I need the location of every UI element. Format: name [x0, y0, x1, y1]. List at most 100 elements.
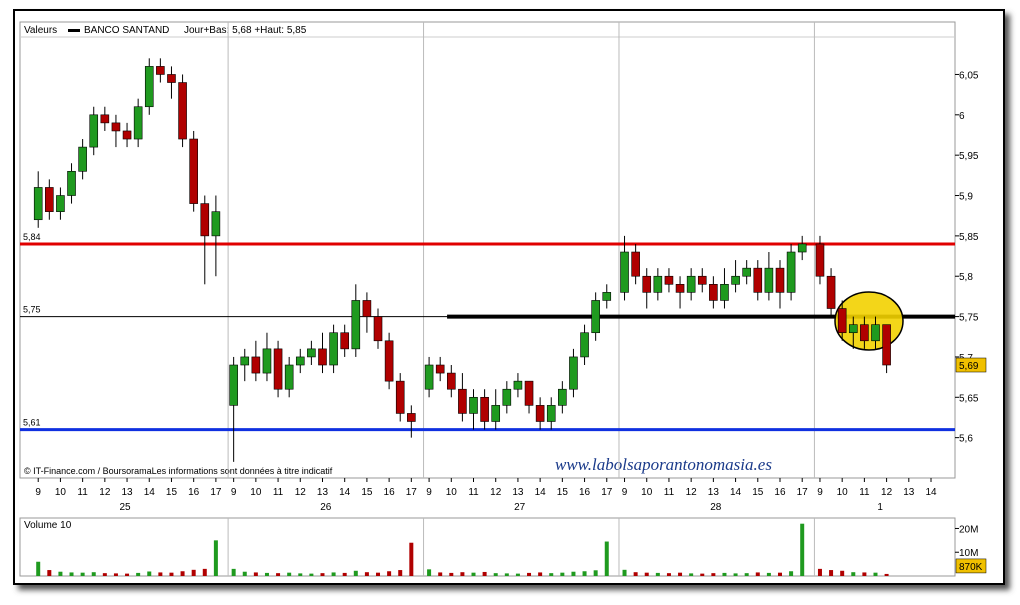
volume-bar — [633, 572, 638, 576]
volume-bar — [493, 573, 498, 576]
volume-bar — [427, 569, 432, 576]
candle-body — [535, 405, 545, 422]
candle-body — [395, 380, 405, 414]
last-volume-box — [955, 558, 987, 574]
candle-body — [524, 380, 534, 406]
volume-bar — [158, 572, 163, 576]
day-range: Jour+Bas: 5,68 +Haut: 5,85 — [184, 25, 307, 36]
series-name: BANCO SANTAND — [84, 25, 169, 36]
candle-body — [602, 292, 612, 301]
x-tick-label: 12 — [881, 487, 893, 498]
volume-bar — [169, 572, 174, 576]
x-tick-label: 10 — [250, 487, 262, 498]
volume-bar — [817, 568, 822, 576]
candle-body — [731, 275, 740, 285]
candle-body — [435, 364, 445, 374]
x-tick-label: 12 — [686, 487, 698, 498]
x-tick-label: 17 — [406, 487, 418, 498]
x-tick-label: 9 — [426, 487, 432, 498]
x-tick-label: 10 — [446, 487, 458, 498]
y-tick-label: 6,05 — [959, 70, 979, 81]
candle-body — [240, 356, 250, 366]
volume-bar — [409, 542, 414, 576]
legend-swatch — [68, 29, 80, 32]
volume-bar — [800, 523, 805, 576]
candle-body — [251, 356, 261, 374]
volume-bar — [722, 572, 727, 576]
volume-bar — [376, 572, 381, 576]
candle-body — [860, 324, 869, 342]
volume-bar — [202, 568, 207, 576]
volume-bar — [666, 573, 671, 576]
x-tick-label: 15 — [166, 487, 178, 498]
y-tick-label: 5,95 — [959, 151, 979, 162]
volume-bar — [482, 571, 487, 576]
candle-body — [133, 106, 143, 140]
candle-body — [558, 388, 567, 406]
last-price-box — [955, 357, 987, 373]
day-label: 26 — [320, 502, 332, 513]
x-tick-label: 12 — [99, 487, 111, 498]
candle-body — [373, 316, 383, 342]
candle-body — [167, 74, 176, 83]
candle-body — [229, 364, 238, 406]
volume-bar — [571, 571, 576, 576]
x-tick-label: 11 — [859, 487, 870, 498]
x-tick-label: 15 — [752, 487, 764, 498]
x-tick-label: 17 — [210, 487, 222, 498]
legend-label: Valeurs — [24, 25, 57, 36]
volume-bar — [102, 573, 107, 576]
candle-body — [753, 267, 763, 293]
level-label: 5,75 — [23, 305, 41, 315]
y-tick-label: 5,6 — [959, 434, 973, 445]
candle-body — [720, 284, 729, 301]
volume-bar — [213, 540, 218, 576]
candle-body — [837, 308, 847, 334]
x-tick-label: 11 — [664, 487, 675, 498]
candle-body — [491, 405, 501, 422]
volume-bar — [560, 572, 565, 576]
volume-bar — [231, 568, 236, 576]
x-tick-label: 16 — [774, 487, 786, 498]
volume-bar — [460, 572, 465, 576]
x-tick-label: 12 — [295, 487, 307, 498]
candle-body — [111, 122, 121, 132]
level-label: 5,61 — [23, 418, 41, 428]
volume-bar — [320, 573, 325, 576]
volume-bar — [91, 572, 96, 576]
candle-body — [642, 275, 652, 293]
volume-bar — [744, 573, 749, 576]
volume-bar — [678, 572, 683, 576]
candle-body — [78, 146, 87, 172]
volume-bar — [538, 572, 543, 576]
candle-body — [882, 324, 891, 366]
x-tick-label: 17 — [797, 487, 809, 498]
volume-bar — [438, 572, 443, 576]
candle-body — [686, 275, 696, 293]
candle-body — [871, 324, 880, 342]
candle-body — [502, 388, 512, 406]
x-tick-label: 14 — [925, 487, 937, 498]
volume-bar — [622, 569, 627, 576]
candle-body — [546, 405, 556, 422]
x-tick-label: 9 — [35, 487, 41, 498]
volume-panel — [19, 517, 956, 577]
candle-body — [569, 356, 578, 390]
candle-body — [797, 243, 807, 253]
volume-bar — [449, 572, 454, 576]
volume-bar — [387, 571, 392, 576]
candle-body — [697, 275, 707, 285]
volume-bar — [398, 570, 403, 576]
candle-body — [815, 243, 825, 277]
volume-bar — [113, 573, 118, 576]
x-tick-label: 16 — [188, 487, 200, 498]
x-tick-label: 14 — [730, 487, 742, 498]
volume-bar — [527, 572, 532, 576]
x-tick-label: 9 — [231, 487, 237, 498]
candle-body — [318, 348, 327, 366]
candle-body — [211, 211, 221, 237]
x-tick-label: 10 — [641, 487, 653, 498]
volume-bar — [777, 572, 782, 576]
